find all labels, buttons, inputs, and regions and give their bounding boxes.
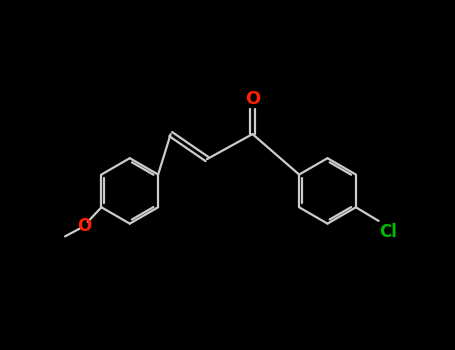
- Text: Cl: Cl: [379, 223, 397, 241]
- Text: O: O: [245, 90, 260, 108]
- Text: O: O: [77, 217, 91, 235]
